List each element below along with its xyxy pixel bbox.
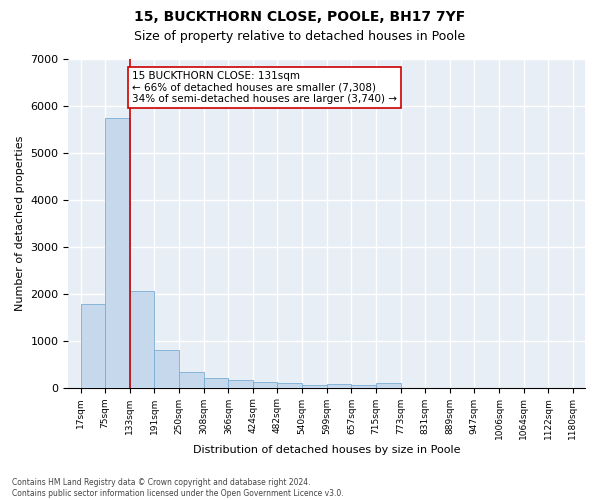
Bar [105,118,130,388]
Y-axis label: Number of detached properties: Number of detached properties [15,136,25,311]
Bar [302,385,327,388]
Bar [154,350,179,388]
X-axis label: Distribution of detached houses by size in Poole: Distribution of detached houses by size … [193,445,460,455]
Text: 15, BUCKTHORN CLOSE, POOLE, BH17 7YF: 15, BUCKTHORN CLOSE, POOLE, BH17 7YF [134,10,466,24]
Bar [376,384,401,388]
Text: Contains HM Land Registry data © Crown copyright and database right 2024.
Contai: Contains HM Land Registry data © Crown c… [12,478,344,498]
Bar [253,382,277,388]
Bar [179,372,204,388]
Text: 15 BUCKTHORN CLOSE: 131sqm
← 66% of detached houses are smaller (7,308)
34% of s: 15 BUCKTHORN CLOSE: 131sqm ← 66% of deta… [132,70,397,104]
Bar [80,304,105,388]
Bar [327,384,352,388]
Bar [352,385,376,388]
Text: Size of property relative to detached houses in Poole: Size of property relative to detached ho… [134,30,466,43]
Bar [229,380,253,388]
Bar [130,292,154,388]
Bar [204,378,229,388]
Bar [277,383,302,388]
